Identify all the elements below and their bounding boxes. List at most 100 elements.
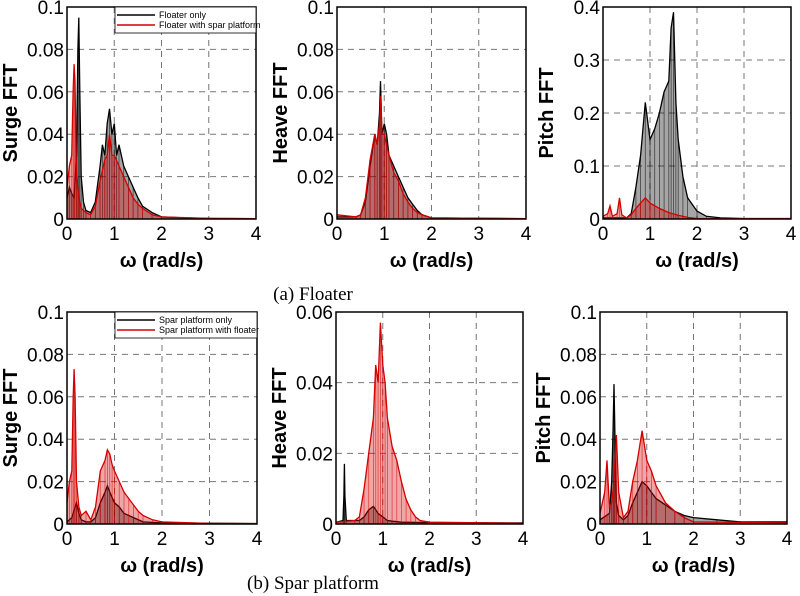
y-tick-label: 0.1	[38, 303, 64, 324]
y-tick-label: 0.02	[27, 168, 64, 189]
x-tick-label: 1	[109, 224, 120, 245]
x-tick-label: 3	[203, 224, 214, 245]
x-tick-label: 2	[157, 529, 168, 550]
series-2-line	[336, 95, 527, 220]
y-tick-label: 0.04	[27, 430, 64, 451]
y-tick-label: 0.06	[297, 83, 334, 104]
y-axis-label: Pitch FFT	[533, 372, 555, 463]
x-tick-label: 4	[786, 224, 797, 245]
y-tick-label: 0.02	[560, 473, 597, 494]
y-tick-label: 0.3	[574, 51, 600, 72]
y-tick-label: 0.04	[297, 125, 334, 146]
y-tick-label: 0	[323, 210, 334, 231]
x-tick-label: 2	[692, 224, 703, 245]
y-tick-label: 0.08	[297, 40, 334, 61]
x-tick-label: 1	[645, 224, 656, 245]
y-tick-label: 0	[53, 515, 64, 536]
legend-entry-1: Floater only	[159, 10, 207, 20]
legend-entry-2: Floater with spar platform	[159, 20, 261, 30]
x-tick-label: 1	[641, 529, 652, 550]
y-tick-label: 0	[586, 515, 597, 536]
x-tick-label: 3	[735, 529, 746, 550]
x-axis-label: ω (rad/s)	[655, 250, 739, 272]
y-tick-label: 0.1	[574, 157, 600, 178]
y-tick-label: 0	[53, 210, 64, 231]
x-tick-label: 2	[156, 224, 167, 245]
plot-frame	[599, 311, 788, 525]
y-tick-label: 0.4	[574, 0, 601, 19]
y-tick-label: 0.1	[308, 0, 334, 19]
y-tick-label: 0.06	[296, 303, 333, 324]
x-tick-label: 0	[62, 529, 73, 550]
y-tick-label: 0.2	[574, 104, 600, 125]
x-tick-label: 4	[252, 529, 263, 550]
x-tick-label: 1	[377, 529, 388, 550]
y-tick-label: 0.06	[27, 388, 64, 409]
y-tick-label: 0.02	[27, 473, 64, 494]
x-axis-label: ω (rad/s)	[652, 555, 736, 577]
subplot-5: 0 1 2 3 4 0 0.02 0.04 0.06 ω (rad/s) Heave FFT	[269, 303, 529, 577]
x-tick-label: 0	[331, 529, 342, 550]
y-tick-label: 0.08	[27, 345, 64, 366]
legend-box	[114, 311, 258, 339]
x-tick-label: 2	[426, 224, 437, 245]
y-tick-label: 0.1	[38, 0, 64, 19]
x-axis-label: ω (rad/s)	[120, 250, 204, 272]
series-2-line	[66, 64, 257, 220]
plot-frame	[336, 6, 527, 220]
y-axis-label: Heave FFT	[270, 62, 292, 163]
series-2-line	[66, 369, 258, 525]
legend-entry-1: Spar platform only	[159, 315, 233, 325]
x-axis-label: ω (rad/s)	[390, 250, 474, 272]
caption-floater: (a) Floater	[273, 284, 353, 305]
x-axis-label: ω (rad/s)	[120, 555, 204, 577]
y-tick-label: 0.06	[560, 388, 597, 409]
subplot-3: 0 1 2 3 4 0 0.1 0.2 0.3 0.4 ω (rad/s) Pitch FFT	[536, 0, 797, 272]
series-1-line	[603, 12, 791, 220]
y-tick-label: 0.04	[560, 430, 597, 451]
subplot-6: 0 1 2 3 4 0 0.02 0.04 0.06 0.08 0.1 ω (rad/s) Pitch …	[533, 303, 793, 577]
x-tick-label: 0	[62, 224, 73, 245]
x-tick-label: 2	[424, 529, 435, 550]
y-tick-label: 0.02	[296, 444, 333, 465]
y-axis-label: Surge FFT	[0, 369, 22, 468]
plot-frame	[602, 6, 792, 220]
x-tick-label: 4	[518, 529, 529, 550]
x-tick-label: 3	[471, 529, 482, 550]
x-axis-label: ω (rad/s)	[388, 555, 472, 577]
subplot-1: 0 1 2 3 4 0 0.02 0.04 0.06 0.08 0.1 ω (rad/s) Surge …	[0, 0, 262, 272]
x-tick-label: 4	[251, 224, 262, 245]
plot-frame	[335, 311, 524, 525]
x-tick-label: 4	[521, 224, 532, 245]
y-tick-label: 0.1	[571, 303, 597, 324]
y-axis-label: Heave FFT	[269, 367, 291, 468]
y-axis-label: Pitch FFT	[536, 67, 558, 158]
x-tick-label: 0	[332, 224, 343, 245]
series-1-line	[66, 17, 257, 220]
y-tick-label: 0.02	[297, 168, 334, 189]
x-tick-label: 1	[109, 529, 120, 550]
y-axis-label: Surge FFT	[0, 64, 22, 163]
y-tick-label: 0.04	[296, 374, 333, 395]
y-tick-label: 0.06	[27, 83, 64, 104]
x-tick-label: 3	[204, 529, 215, 550]
subplot-2: 0 1 2 3 4 0 0.02 0.04 0.06 0.08 0.1 ω (rad/s) Heave …	[270, 0, 532, 272]
x-tick-label: 3	[473, 224, 484, 245]
subplot-4: 0 1 2 3 4 0 0.02 0.04 0.06 0.08 0.1 ω (rad/s) Surge …	[0, 303, 263, 577]
y-tick-label: 0.08	[27, 40, 64, 61]
x-tick-label: 0	[598, 224, 609, 245]
caption-spar-platform: (b) Spar platform	[247, 573, 379, 594]
y-tick-label: 0.04	[27, 125, 64, 146]
y-tick-label: 0.08	[560, 345, 597, 366]
y-tick-label: 0	[322, 515, 333, 536]
x-tick-label: 0	[595, 529, 606, 550]
x-tick-label: 4	[782, 529, 793, 550]
x-tick-label: 2	[688, 529, 699, 550]
y-tick-label: 0	[589, 210, 600, 231]
legend-box	[114, 6, 257, 34]
x-tick-label: 1	[379, 224, 390, 245]
x-tick-label: 3	[739, 224, 750, 245]
